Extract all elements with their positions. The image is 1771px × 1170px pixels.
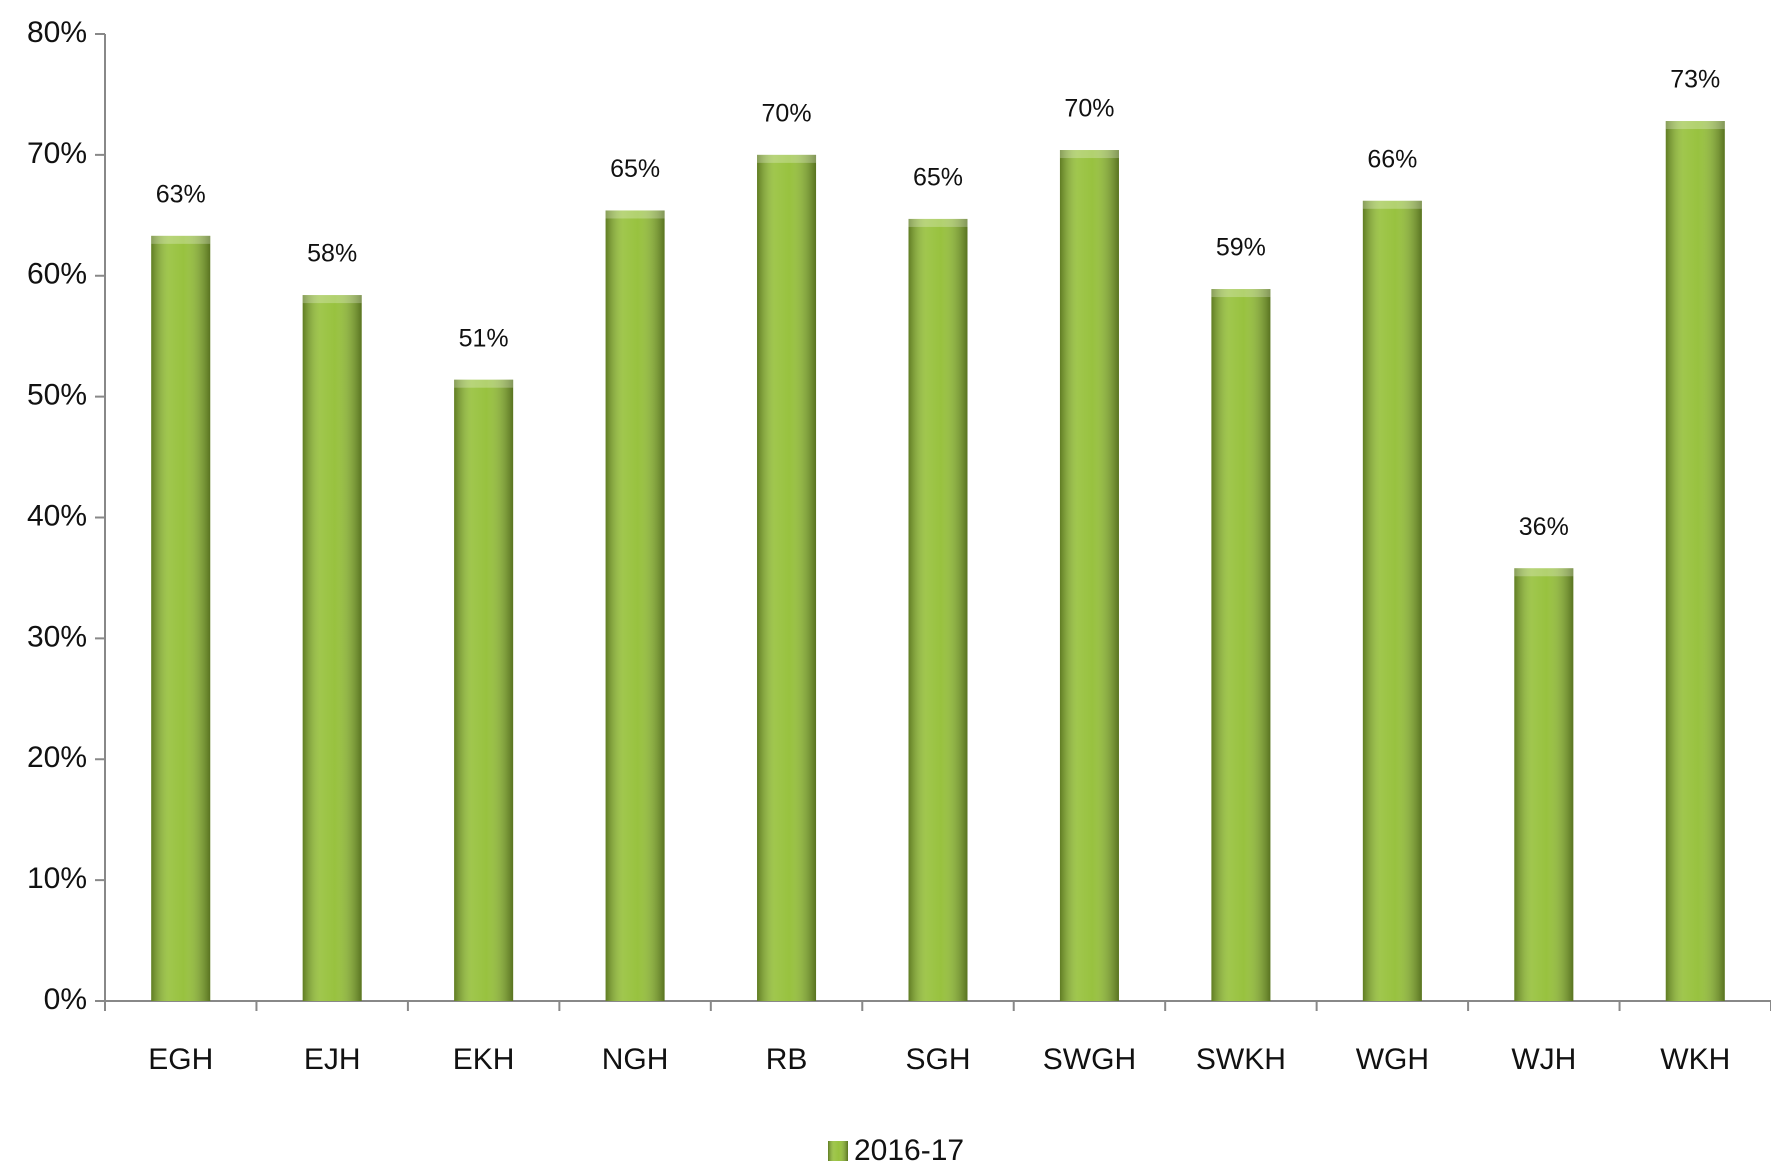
x-tick-label: EKH (453, 1043, 515, 1076)
bar-cap (1665, 121, 1725, 130)
bar-shade (1211, 289, 1271, 1001)
y-tick-label: 40% (27, 499, 87, 532)
bar-shade (605, 210, 665, 1002)
data-label: 63% (156, 180, 206, 208)
x-tick-label: NGH (602, 1043, 669, 1076)
x-tick-label: WKH (1660, 1043, 1730, 1076)
bar-shade (151, 235, 211, 1001)
data-label: 70% (1064, 95, 1114, 123)
x-tick-label: EJH (304, 1043, 361, 1076)
data-label: 36% (1519, 513, 1569, 541)
bar-cap (1514, 568, 1574, 577)
bar-shade (1059, 150, 1119, 1002)
bar-shade (302, 295, 362, 1002)
bar-shade (757, 154, 817, 1001)
bar-shade (908, 218, 968, 1002)
bar-cap (1059, 150, 1119, 159)
legend-label: 2016-17 (854, 1134, 964, 1167)
x-tick-label: SWKH (1196, 1043, 1286, 1076)
bar-shade (454, 379, 514, 1001)
y-tick-label: 60% (27, 258, 87, 291)
data-label: 65% (913, 164, 963, 192)
bar-cap (454, 379, 514, 388)
x-tick-label: SWGH (1043, 1043, 1136, 1076)
bar-cap (605, 210, 665, 219)
data-label: 51% (459, 324, 509, 352)
y-tick-label: 0% (44, 983, 87, 1016)
data-label: 73% (1670, 66, 1720, 94)
data-label: 66% (1367, 145, 1417, 173)
bar-shade (1514, 568, 1574, 1001)
bar-shade (1362, 200, 1422, 1001)
x-tick-label: SGH (905, 1043, 970, 1076)
data-label: 58% (307, 240, 357, 268)
y-tick-label: 70% (27, 137, 87, 170)
y-tick-label: 20% (27, 741, 87, 774)
data-label: 65% (610, 155, 660, 183)
y-tick-label: 80% (27, 16, 87, 49)
x-tick-label: WGH (1356, 1043, 1429, 1076)
data-label: 70% (762, 99, 812, 127)
bar-cap (302, 295, 362, 304)
y-tick-label: 10% (27, 862, 87, 895)
y-tick-label: 50% (27, 379, 87, 412)
bar-cap (1211, 289, 1271, 298)
x-tick-label: RB (766, 1043, 808, 1076)
bar-cap (908, 218, 968, 227)
x-tick-label: EGH (148, 1043, 213, 1076)
y-tick-label: 30% (27, 620, 87, 653)
data-label: 59% (1216, 234, 1266, 262)
bar-cap (151, 235, 211, 244)
x-tick-label: WJH (1511, 1043, 1576, 1076)
bar-cap (757, 154, 817, 163)
bar-shade (1665, 121, 1725, 1001)
bar-cap (1362, 200, 1422, 209)
legend-swatch-shade (828, 1141, 848, 1161)
